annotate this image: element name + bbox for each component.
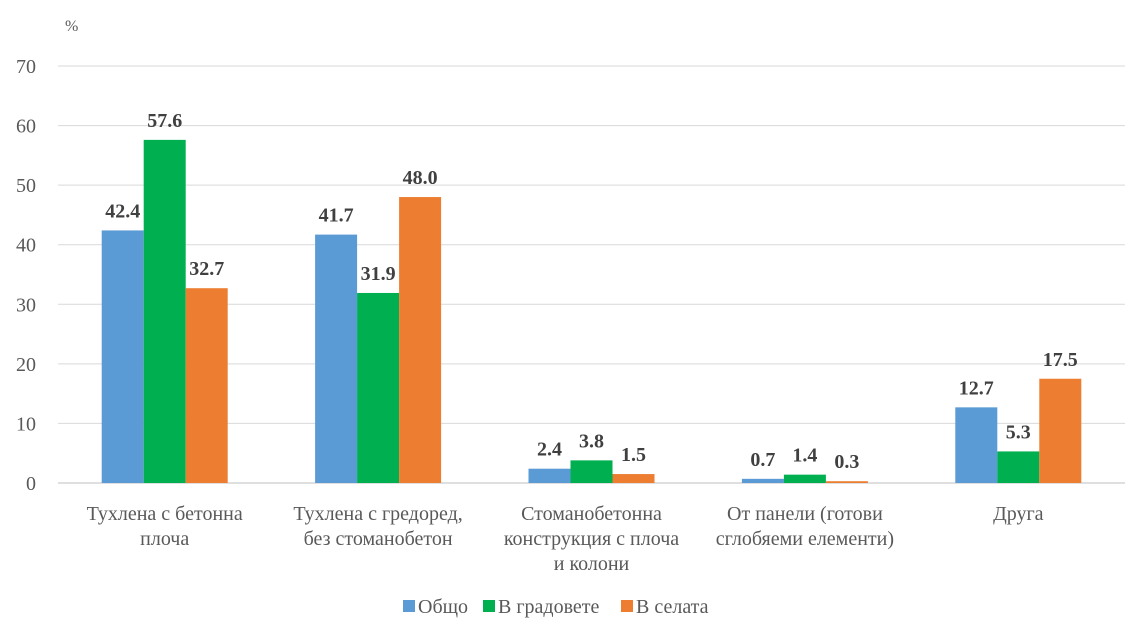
y-tick-label: 0 [26, 473, 36, 495]
legend-swatch [483, 600, 495, 612]
data-label: 0.7 [750, 449, 775, 471]
data-label: 48.0 [403, 167, 438, 189]
category-label: От панели (готови сглобяеми елементи) [716, 503, 894, 550]
bar [1039, 378, 1082, 483]
data-label: 1.4 [792, 445, 817, 467]
y-tick-label: 20 [16, 354, 36, 376]
category-label-line: плоча [140, 528, 189, 550]
legend: Общо В градовете В селата [403, 596, 709, 618]
data-label: 41.7 [319, 205, 354, 227]
data-label: 12.7 [959, 377, 994, 399]
bar [185, 288, 228, 483]
category-label: Друга [993, 503, 1044, 525]
bar [955, 407, 998, 483]
y-tick-label: 30 [16, 294, 36, 316]
bar [528, 468, 571, 483]
y-tick-label: 40 [16, 235, 36, 257]
data-label: 57.6 [147, 110, 182, 132]
category-label-line: От панели (готови [727, 503, 883, 525]
category-label-line: Тухлена с гредоред, [293, 503, 462, 525]
category-label-line: без стоманобетон [304, 528, 453, 550]
data-label: 0.3 [834, 451, 859, 473]
y-tick-label: 60 [16, 116, 36, 138]
legend-swatch [403, 600, 415, 612]
bar [143, 139, 186, 483]
bars [101, 139, 1082, 484]
legend-label: Общо [418, 596, 468, 618]
y-tick-label: 10 [16, 413, 36, 435]
y-tick-label: 70 [16, 56, 36, 78]
data-label: 3.8 [579, 430, 604, 452]
bar [741, 478, 784, 483]
x-axis: Тухлена с бетонна плоча Тухлена с гредоред… [87, 503, 1044, 575]
data-label: 32.7 [189, 258, 224, 280]
gridlines [58, 65, 1125, 484]
bar [357, 292, 400, 483]
bar [997, 451, 1040, 483]
category-label-line: Друга [993, 503, 1044, 525]
data-label: 31.9 [361, 263, 396, 285]
data-labels: 42.4 41.7 2.4 0.7 12.7 57.6 31.9 3.8 1.4 5.3 32.7 4… [105, 110, 1078, 473]
category-label-line: конструкция с плоча [504, 528, 679, 550]
data-label: 17.5 [1043, 349, 1078, 371]
category-label: Тухлена с гредоред, без стоманобетон [293, 503, 462, 550]
y-axis: 0 10 20 30 40 50 60 70% [16, 18, 78, 495]
bar [783, 474, 826, 483]
category-label-line: сглобяеми елементи) [716, 528, 894, 550]
category-label-line: и колони [554, 553, 630, 575]
bar [825, 481, 868, 483]
bar [570, 460, 613, 483]
category-label: Тухлена с бетонна плоча [87, 503, 243, 550]
bar [315, 234, 358, 483]
bar [399, 197, 442, 484]
data-label: 42.4 [105, 200, 140, 222]
legend-label: В селата [636, 596, 709, 618]
y-axis-unit-label: % [65, 18, 78, 35]
data-label: 5.3 [1006, 421, 1031, 443]
legend-label: В градовете [498, 596, 600, 618]
category-label-line: Стоманобетонна [521, 503, 662, 525]
category-label-line: Тухлена с бетонна [87, 503, 243, 525]
bar [612, 474, 655, 483]
category-label: Стоманобетонна конструкция с плоча и колон… [504, 503, 679, 575]
bar [101, 230, 144, 483]
y-tick-label: 50 [16, 175, 36, 197]
data-label: 2.4 [537, 439, 562, 461]
data-label: 1.5 [621, 444, 646, 466]
legend-swatch [621, 600, 633, 612]
